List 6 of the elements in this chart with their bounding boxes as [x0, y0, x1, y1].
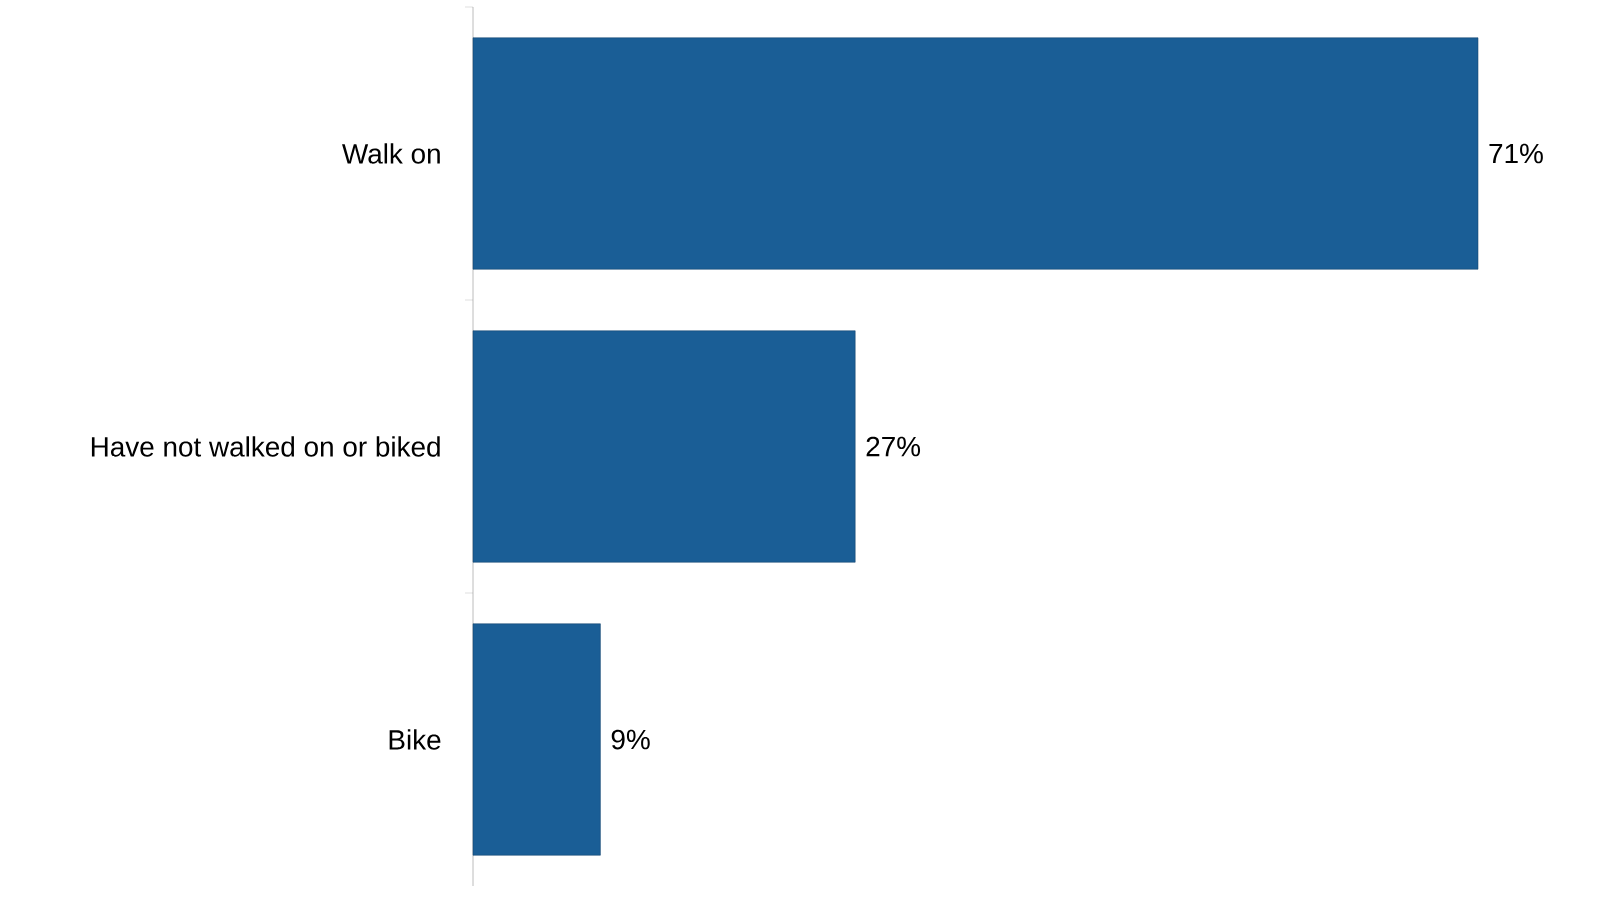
data-label: 9% — [611, 729, 650, 750]
y-tick-label: Walk on — [342, 143, 440, 164]
y-tick-label: Have not walked on or biked — [91, 436, 440, 457]
data-label: 27% — [866, 436, 921, 457]
y-tick-label: Bike — [389, 729, 441, 750]
data-label: 71% — [1489, 143, 1543, 164]
